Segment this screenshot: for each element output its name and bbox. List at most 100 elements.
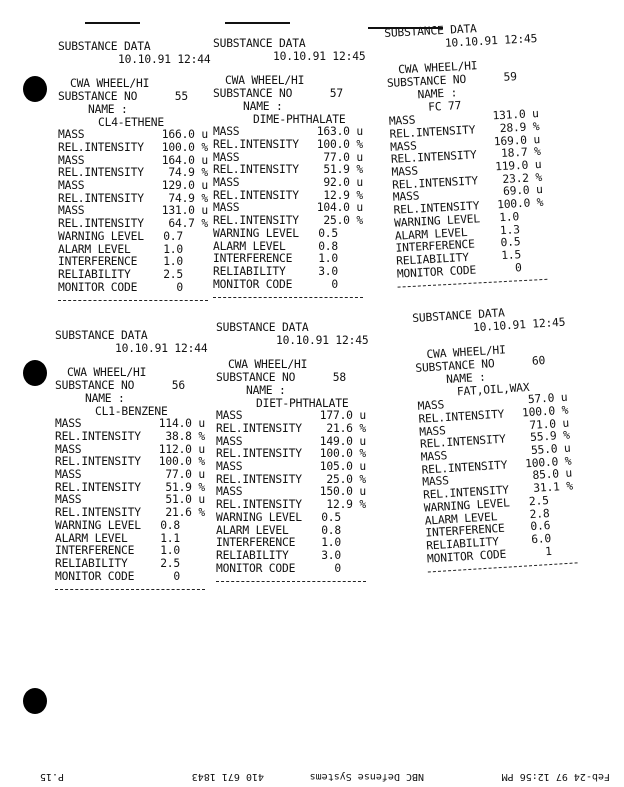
monitor-code-row: MONITOR CODE 0 xyxy=(216,562,341,576)
intensity-value: 25.0 % xyxy=(323,214,363,228)
interference-value: 1.0 xyxy=(321,536,341,550)
substance-number: 60 xyxy=(531,354,546,368)
mass-number: 114.0 xyxy=(158,417,192,431)
substance-number-label: SUBSTANCE NO xyxy=(58,90,138,104)
substance-number: 56 xyxy=(171,379,185,393)
intensity-label: REL.INTENSITY xyxy=(213,188,299,202)
mass-number: 105.0 xyxy=(319,460,353,474)
mode-label: CWA WHEEL/HI xyxy=(70,77,150,91)
reliability-label: RELIABILITY xyxy=(216,548,289,562)
printout-title: SUBSTANCE DATA xyxy=(58,40,151,53)
fax-date: Feb-24 97 12:56 PM xyxy=(501,771,610,782)
intensity-row: REL.INTENSITY 74.9 % xyxy=(58,191,208,206)
intensity-row: REL.INTENSITY 25.0 % xyxy=(216,472,366,487)
intensity-unit: % xyxy=(535,170,543,185)
mass-value: 163.0 u xyxy=(317,125,363,139)
intensity-label: REL.INTENSITY xyxy=(216,498,302,512)
mass-value: 129.0 u xyxy=(161,179,208,193)
mass-value: 77.0 u xyxy=(165,468,205,482)
mass-number: 149.0 xyxy=(319,434,353,448)
monitor-code-row: MONITOR CODE 0 xyxy=(58,281,183,295)
interference-label: INTERFERENCE xyxy=(55,544,135,558)
substance-number: 58 xyxy=(332,371,346,385)
mass-unit: u xyxy=(533,132,541,146)
intensity-unit: % xyxy=(356,188,363,202)
mass-row: MASS 105.0 u xyxy=(216,460,366,474)
intensity-unit: % xyxy=(562,428,571,443)
substance-number-row: SUBSTANCE NO 55 xyxy=(58,90,188,104)
intensity-value: 25.0 % xyxy=(326,473,366,487)
warning-level-value: 0.7 xyxy=(163,229,183,243)
printout-datetime: 10.10.91 12:45 xyxy=(273,49,366,63)
name-label: NAME : xyxy=(88,102,128,116)
reliability-row: RELIABILITY 3.0 xyxy=(213,265,338,279)
substance-number-label: SUBSTANCE NO xyxy=(216,371,296,385)
alarm-level-row: ALARM LEVEL 0.8 xyxy=(213,239,338,254)
mass-number: 129.0 xyxy=(161,179,195,193)
mass-row: MASS 163.0 u xyxy=(213,125,363,139)
punch-hole xyxy=(23,688,47,714)
alarm-level-label: ALARM LEVEL xyxy=(55,531,128,545)
warning-level-row: WARNING LEVEL 0.8 xyxy=(55,518,180,533)
monitor-code-label: MONITOR CODE xyxy=(55,569,135,583)
warning-level-label: WARNING LEVEL xyxy=(58,229,144,243)
interference-row: INTERFERENCE 1.0 xyxy=(216,537,341,550)
warning-level-value: 0.8 xyxy=(160,518,180,532)
intensity-row: REL.INTENSITY 21.6 % xyxy=(55,506,205,520)
fax-header: Feb-24 97 12:56 PM NBC Defense Systems 4… xyxy=(0,768,624,784)
mass-value: 112.0 u xyxy=(158,442,205,457)
mass-unit: u xyxy=(560,390,568,405)
intensity-unit: % xyxy=(564,454,572,468)
intensity-unit: % xyxy=(198,480,205,494)
mass-unit: u xyxy=(201,128,208,142)
alarm-level-label: ALARM LEVEL xyxy=(213,239,286,253)
intensity-label: REL.INTENSITY xyxy=(216,421,302,435)
intensity-unit: % xyxy=(533,145,542,159)
monitor-code-value: 1 xyxy=(544,544,553,558)
printout-title: SUBSTANCE DATA xyxy=(55,329,148,342)
fax-sender: NBC Defense Systems xyxy=(309,771,424,782)
intensity-unit: % xyxy=(201,217,208,231)
mass-row: MASS 112.0 u xyxy=(55,442,205,457)
mass-label: MASS xyxy=(55,493,82,507)
interference-row: INTERFERENCE 1.0 xyxy=(58,256,183,269)
mass-label: MASS xyxy=(216,434,243,448)
mass-row: MASS 92.0 u xyxy=(213,176,363,190)
intensity-value: 51.9 % xyxy=(323,163,363,177)
interference-label: INTERFERENCE xyxy=(213,252,293,266)
mass-number: 51.0 xyxy=(165,493,192,507)
intensity-unit: % xyxy=(198,455,205,469)
intensity-row: REL.INTENSITY 25.0 % xyxy=(213,214,363,228)
intensity-label: REL.INTENSITY xyxy=(55,506,141,520)
intensity-unit: % xyxy=(198,506,205,520)
mass-unit: u xyxy=(201,153,208,167)
mass-unit: u xyxy=(359,460,366,474)
intensity-row: REL.INTENSITY 100.0 % xyxy=(213,137,363,152)
mass-label: MASS xyxy=(58,179,85,193)
intensity-number: 74.9 xyxy=(168,191,195,205)
mass-value: 131.0 u xyxy=(162,205,208,218)
intensity-label: REL.INTENSITY xyxy=(216,472,302,486)
mass-number: 77.0 xyxy=(323,150,350,164)
mass-value: 150.0 u xyxy=(320,486,366,499)
mode-label: CWA WHEEL/HI xyxy=(67,366,147,380)
intensity-unit: % xyxy=(201,191,208,205)
substance-number-row: SUBSTANCE NO 58 xyxy=(216,371,346,385)
intensity-unit: % xyxy=(561,403,569,417)
intensity-value: 74.9 % xyxy=(168,191,208,206)
intensity-unit: % xyxy=(356,137,363,151)
intensity-value: 100.0 % xyxy=(317,137,363,152)
intensity-row: REL.INTENSITY 100.0 % xyxy=(216,447,366,461)
intensity-value: 64.7 % xyxy=(168,217,208,231)
mass-unit: u xyxy=(534,157,542,172)
intensity-unit: % xyxy=(565,479,574,494)
mass-label: MASS xyxy=(213,125,240,139)
mass-number: 112.0 xyxy=(158,442,192,456)
name-label: NAME : xyxy=(85,391,125,405)
intensity-label: REL.INTENSITY xyxy=(55,480,141,494)
mass-unit: u xyxy=(565,466,573,481)
printout-title: SUBSTANCE DATA xyxy=(213,37,306,50)
mass-row: MASS 114.0 u xyxy=(55,417,205,431)
substance-name: CL1-BENZENE xyxy=(95,404,168,418)
mass-label: MASS xyxy=(55,417,82,431)
